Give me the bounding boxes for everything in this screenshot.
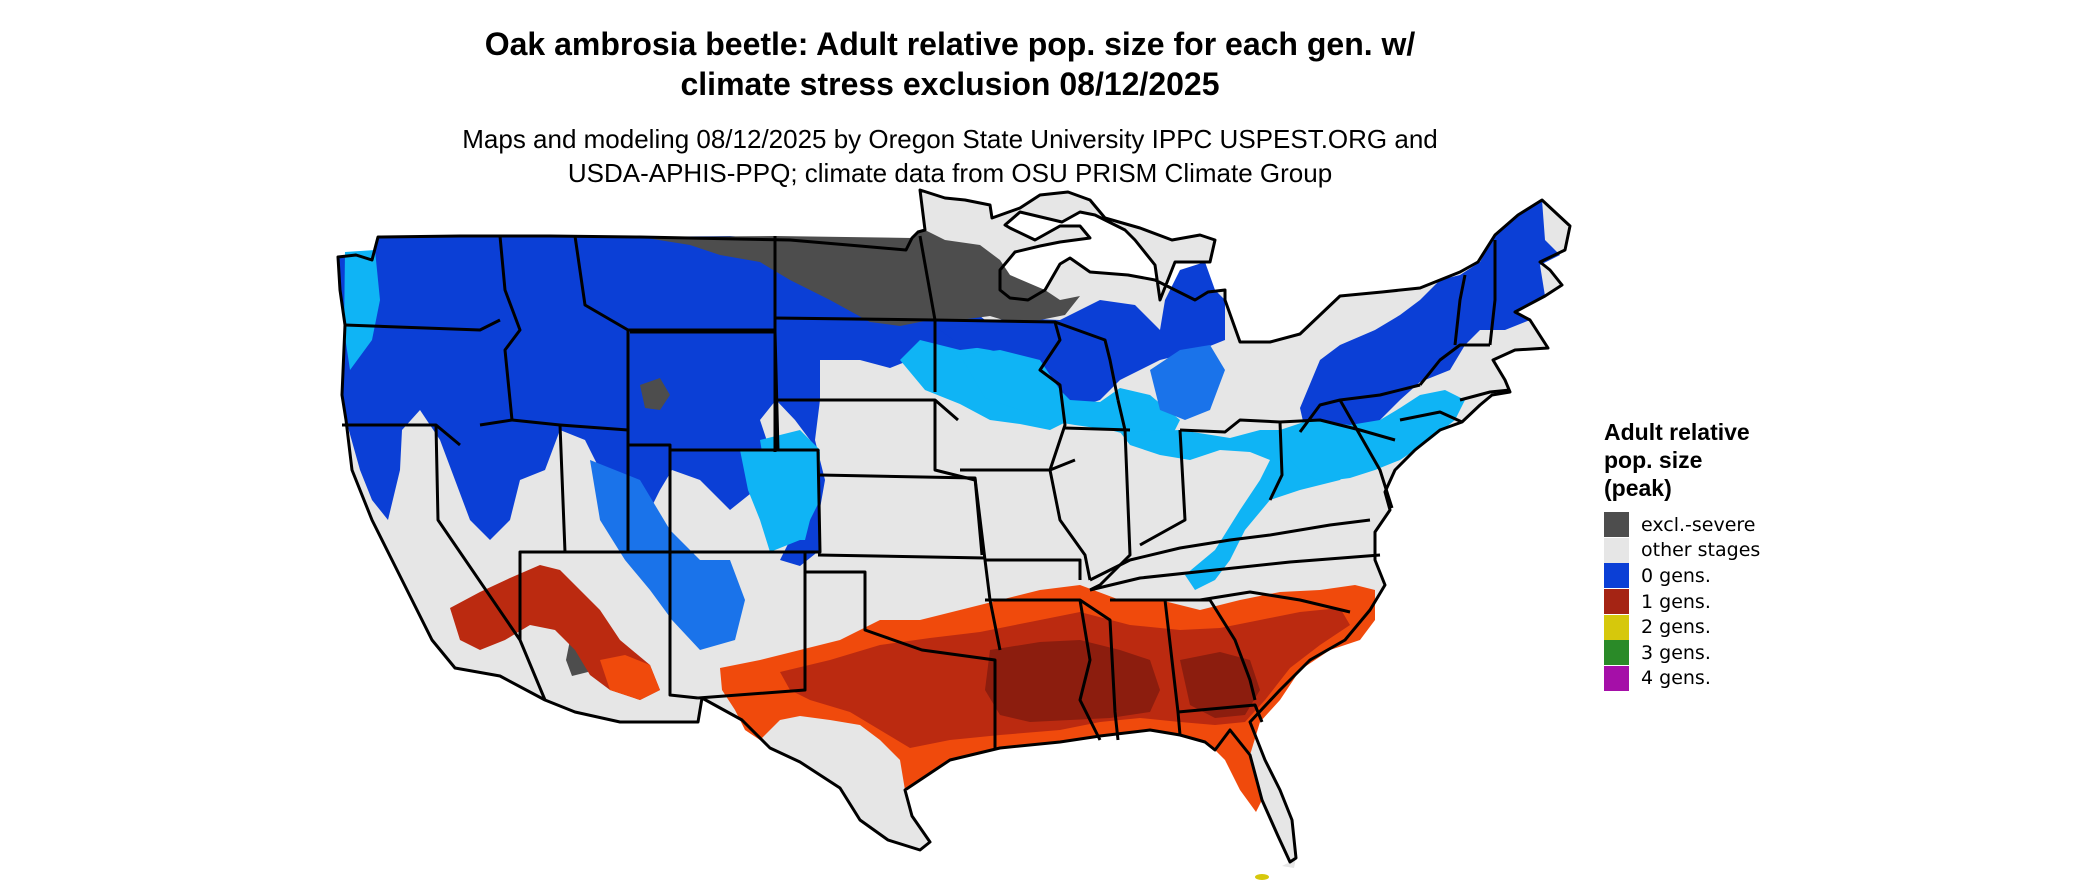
red-lower-mississippi-dark bbox=[985, 640, 1160, 722]
subtitle-line-2: USDA-APHIS-PPQ; climate data from OSU PR… bbox=[567, 158, 1333, 188]
legend-label: excl.-severe bbox=[1641, 513, 1756, 536]
legend-swatch bbox=[1604, 589, 1629, 615]
blue-colorado-light bbox=[740, 450, 820, 552]
legend-label: 2 gens. bbox=[1641, 616, 1711, 639]
legend-label: other stages bbox=[1641, 539, 1761, 562]
legend-title-line-1: Adult relative bbox=[1604, 419, 1750, 445]
blue-upper-midwest bbox=[940, 262, 1225, 410]
map-subtitle: Maps and modeling 08/12/2025 by Oregon S… bbox=[0, 122, 1900, 190]
legend-item-excluded: excl.-severe bbox=[1604, 512, 1824, 538]
title-line-2: climate stress exclusion 08/12/2025 bbox=[680, 66, 1220, 102]
map-title: Oak ambrosia beetle: Adult relative pop.… bbox=[0, 24, 1900, 104]
excluded-wyoming-patch bbox=[640, 378, 670, 410]
title-line-1: Oak ambrosia beetle: Adult relative pop.… bbox=[484, 26, 1416, 62]
two-gens-patch-keys bbox=[1255, 874, 1269, 880]
legend-swatch bbox=[1604, 563, 1629, 589]
legend-item-2-gens: 2 gens. bbox=[1604, 614, 1824, 640]
red-desert-southwest-light bbox=[600, 655, 660, 700]
conus-outline bbox=[336, 188, 1572, 864]
legend-item-other-stages: other stages bbox=[1604, 537, 1824, 564]
legend-item-0-gens: 0 gens. bbox=[1604, 563, 1824, 589]
legend-title-line-3: (peak) bbox=[1604, 475, 1672, 501]
excluded-regions bbox=[566, 230, 1080, 676]
legend-label: 3 gens. bbox=[1641, 641, 1711, 664]
blue-great-lakes-mid bbox=[1150, 345, 1225, 420]
one-gen-regions bbox=[450, 565, 1375, 812]
blue-upper-midwest-light bbox=[960, 350, 1180, 440]
state-borders bbox=[336, 188, 1572, 864]
legend-title: Adult relative pop. size (peak) bbox=[1604, 418, 1824, 502]
legend-item-3-gens: 3 gens. bbox=[1604, 640, 1824, 666]
blue-pacific-coast-light bbox=[344, 250, 380, 370]
legend-swatch bbox=[1604, 537, 1629, 563]
blue-northeast-light bbox=[1280, 390, 1465, 482]
legend-title-line-2: pop. size bbox=[1604, 447, 1703, 473]
legend-label: 1 gens. bbox=[1641, 590, 1711, 613]
legend-swatch bbox=[1604, 640, 1629, 666]
legend-item-4-gens: 4 gens. bbox=[1604, 665, 1824, 692]
legend-item-1-gens: 1 gens. bbox=[1604, 589, 1824, 615]
legend-swatch bbox=[1604, 614, 1629, 640]
subtitle-line-1: Maps and modeling 08/12/2025 by Oregon S… bbox=[462, 124, 1438, 154]
legend-swatch bbox=[1604, 512, 1629, 538]
legend-label: 4 gens. bbox=[1641, 667, 1711, 690]
legend-label: 0 gens. bbox=[1641, 564, 1711, 587]
red-georgia-dark bbox=[1180, 652, 1260, 718]
legend-swatch bbox=[1604, 665, 1629, 691]
excluded-northern-plains bbox=[640, 230, 1080, 326]
map-legend: Adult relative pop. size (peak) excl.-se… bbox=[1604, 418, 1824, 691]
